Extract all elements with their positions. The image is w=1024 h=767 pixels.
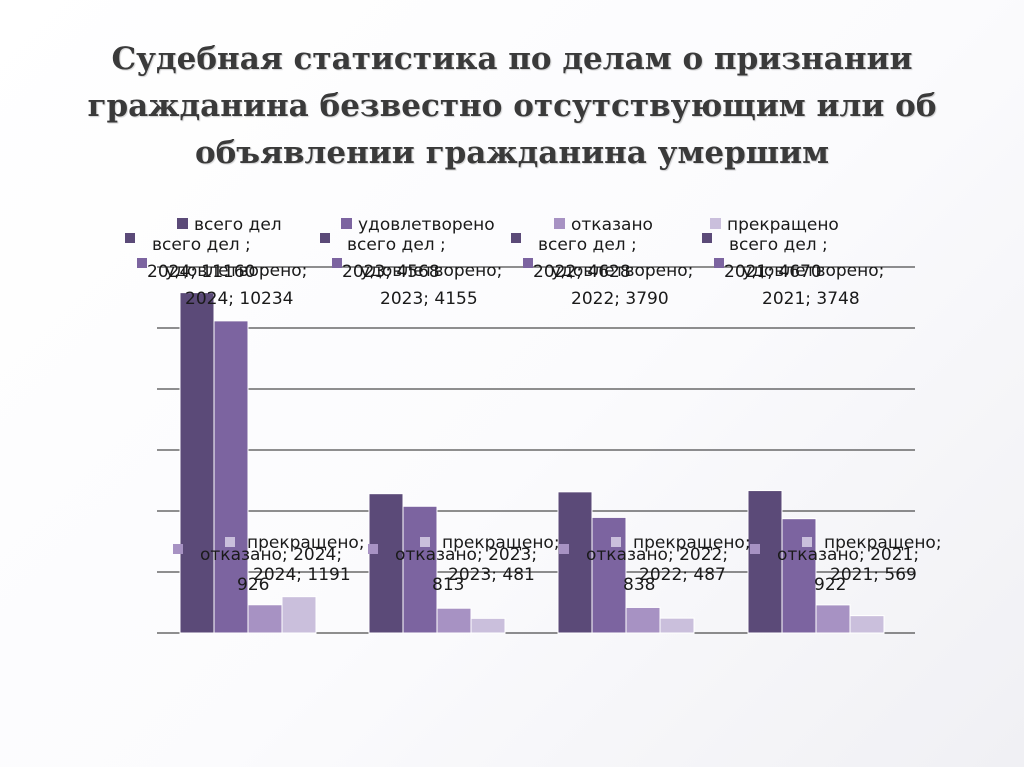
data-label: удовлетворено;	[165, 261, 307, 281]
data-label: 922	[814, 575, 846, 595]
data-label: прекращено;	[633, 533, 751, 553]
data-label: 2024; 1191	[253, 565, 351, 585]
data-label: 2021; 3748	[762, 289, 860, 309]
data-label: всего дел ;	[729, 235, 828, 255]
data-label: 2021; 4670	[724, 262, 822, 282]
data-label: прекращено;	[824, 533, 942, 553]
data-label: всего дел ;	[347, 235, 446, 255]
bar-отказано-2023	[436, 607, 472, 634]
data-label-marker	[559, 544, 569, 554]
bar-прекращено-2023	[470, 617, 506, 634]
data-label-marker	[523, 258, 533, 268]
bar-прекращено-2022	[659, 617, 695, 634]
legend-label: отказано	[571, 215, 653, 235]
data-label-marker	[714, 258, 724, 268]
data-label: 2021; 569	[830, 565, 917, 585]
bar-отказано-2021	[815, 604, 851, 634]
legend-marker	[710, 218, 721, 229]
data-label: удовлетворено;	[360, 261, 502, 281]
page-title: Судебная статистика по делам о признании…	[87, 41, 937, 171]
legend-label: всего дел	[194, 215, 282, 235]
data-label-marker	[511, 233, 521, 243]
data-label: отказано; 2022;	[586, 545, 728, 565]
data-label: 2022; 4628	[533, 262, 631, 282]
bar-удовлетворено-2021	[781, 518, 817, 634]
data-label: всего дел ;	[152, 235, 251, 255]
bar-удовлетворено-2023	[402, 505, 438, 634]
data-label: 2022; 3790	[571, 289, 669, 309]
bar-отказано-2022	[625, 606, 661, 634]
bar-всего-дел-2024	[179, 292, 215, 634]
data-label: 2024; 10234	[185, 289, 293, 309]
bar-всего-дел-2022	[557, 491, 593, 634]
data-label: 2023; 4568	[342, 262, 440, 282]
data-label-marker	[137, 258, 147, 268]
data-label-marker	[802, 537, 812, 547]
data-label: 838	[623, 575, 655, 595]
bar-прекращено-2024	[281, 596, 317, 634]
data-label: 813	[432, 575, 464, 595]
data-label-marker	[368, 544, 378, 554]
data-label: 926	[237, 575, 269, 595]
data-label: 2024; 11160	[147, 262, 255, 282]
bar-отказано-2024	[247, 604, 283, 634]
data-label: удовлетворено;	[551, 261, 693, 281]
bar-удовлетворено-2022	[591, 516, 627, 634]
data-label-marker	[702, 233, 712, 243]
legend-label: прекращено	[727, 215, 839, 235]
data-label-marker	[225, 537, 235, 547]
data-label-marker	[125, 233, 135, 243]
data-label: всего дел ;	[538, 235, 637, 255]
legend-marker	[341, 218, 352, 229]
bar-прекращено-2021	[849, 615, 885, 634]
legend-marker	[177, 218, 188, 229]
bar-удовлетворено-2024	[213, 320, 249, 634]
data-label: прекращено;	[247, 533, 365, 553]
data-label: удовлетворено;	[742, 261, 884, 281]
data-label: отказано; 2023;	[395, 545, 537, 565]
data-label-marker	[332, 258, 342, 268]
legend-marker	[554, 218, 565, 229]
data-label-marker	[750, 544, 760, 554]
data-label: 2023; 4155	[380, 289, 478, 309]
data-label-marker	[611, 537, 621, 547]
data-label: отказано; 2021;	[777, 545, 919, 565]
data-label-marker	[420, 537, 430, 547]
bar-всего-дел-2023	[368, 493, 404, 634]
data-label-marker	[320, 233, 330, 243]
bar-всего-дел-2021	[747, 490, 783, 634]
data-label: 2022; 487	[639, 565, 726, 585]
legend-label: удовлетворено	[358, 215, 495, 235]
data-label: отказано; 2024;	[200, 545, 342, 565]
data-label: 2023; 481	[448, 565, 535, 585]
data-label: прекращено;	[442, 533, 560, 553]
data-label-marker	[173, 544, 183, 554]
